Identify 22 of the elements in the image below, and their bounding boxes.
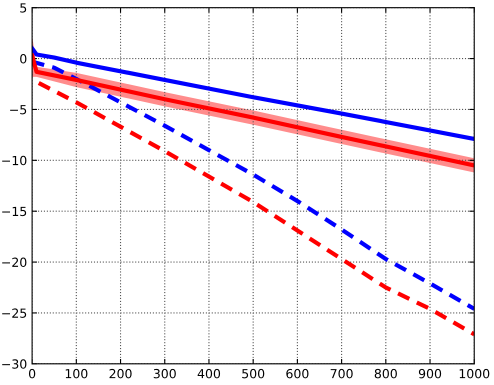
x-tick-label: 300: [154, 368, 176, 378]
line-series: [36, 80, 474, 336]
y-tick-label: 0: [20, 54, 26, 64]
y-tick-label: 5: [20, 3, 26, 13]
x-tick-label: 100: [66, 368, 88, 378]
x-tick-label: 400: [198, 368, 220, 378]
x-tick-label: 200: [110, 368, 132, 378]
y-tick-label: −20: [2, 258, 26, 267]
line-series: [32, 46, 474, 142]
x-tick-label: 700: [330, 368, 353, 378]
y-tick-label: −15: [2, 206, 26, 216]
x-tick-label: 500: [242, 368, 264, 378]
line-series: [32, 53, 474, 168]
x-tick-label: 0: [28, 368, 36, 378]
x-tick-label: 1000: [460, 368, 490, 378]
x-tick-label: 800: [374, 368, 397, 378]
y-tick-label: −5: [10, 105, 26, 114]
x-tick-label: 600: [286, 368, 308, 378]
x-tick-label: 900: [418, 368, 442, 378]
y-tick-label: −10: [2, 156, 26, 166]
y-tick-label: −25: [2, 308, 26, 318]
y-tick-label: −30: [2, 359, 26, 369]
